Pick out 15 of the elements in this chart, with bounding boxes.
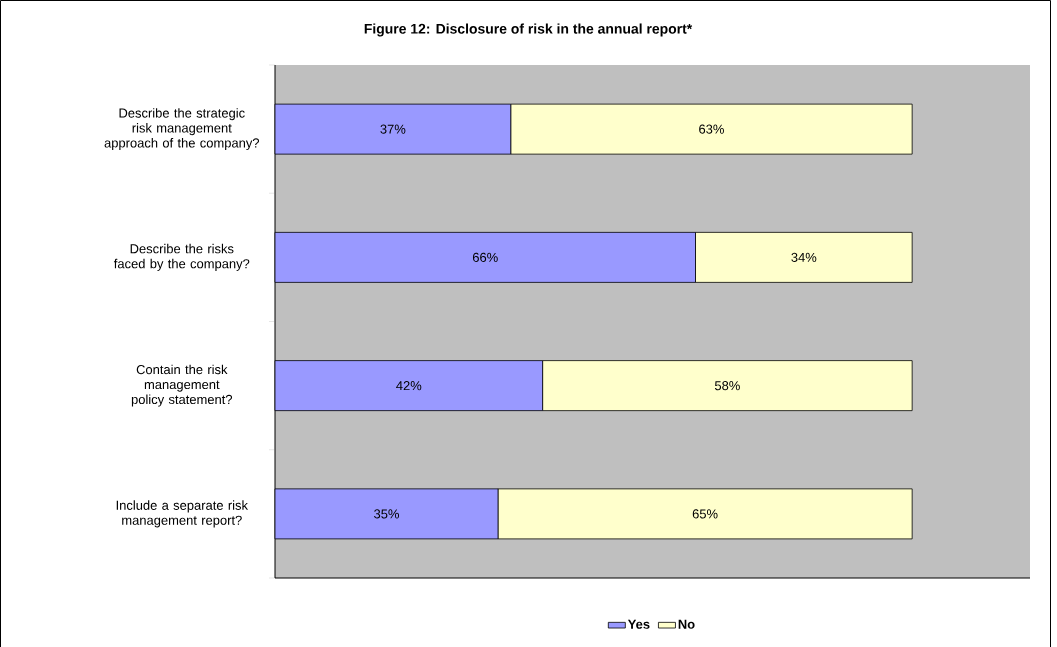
chart-title: Figure 12: Disclosure of risk in the annual report* bbox=[364, 23, 693, 37]
data-label: 37% bbox=[380, 124, 406, 134]
data-label: 34% bbox=[791, 252, 817, 262]
y-tick-label: Describe the risks faced by the company? bbox=[113, 243, 250, 271]
legend-label: Yes bbox=[627, 619, 650, 629]
data-label: 35% bbox=[374, 509, 400, 519]
legend-label: No bbox=[678, 619, 695, 629]
data-label: 42% bbox=[396, 381, 422, 391]
data-label: 63% bbox=[699, 124, 724, 134]
y-tick-label: Include a separate risk management report? bbox=[116, 500, 249, 528]
y-tick-label: Contain the risk management policy statement? bbox=[131, 364, 233, 407]
data-label: 58% bbox=[714, 381, 740, 391]
data-label: 66% bbox=[472, 252, 498, 262]
data-label: 65% bbox=[692, 509, 718, 519]
y-tick-label: Describe the strategic risk management approach of the company? bbox=[104, 108, 260, 151]
